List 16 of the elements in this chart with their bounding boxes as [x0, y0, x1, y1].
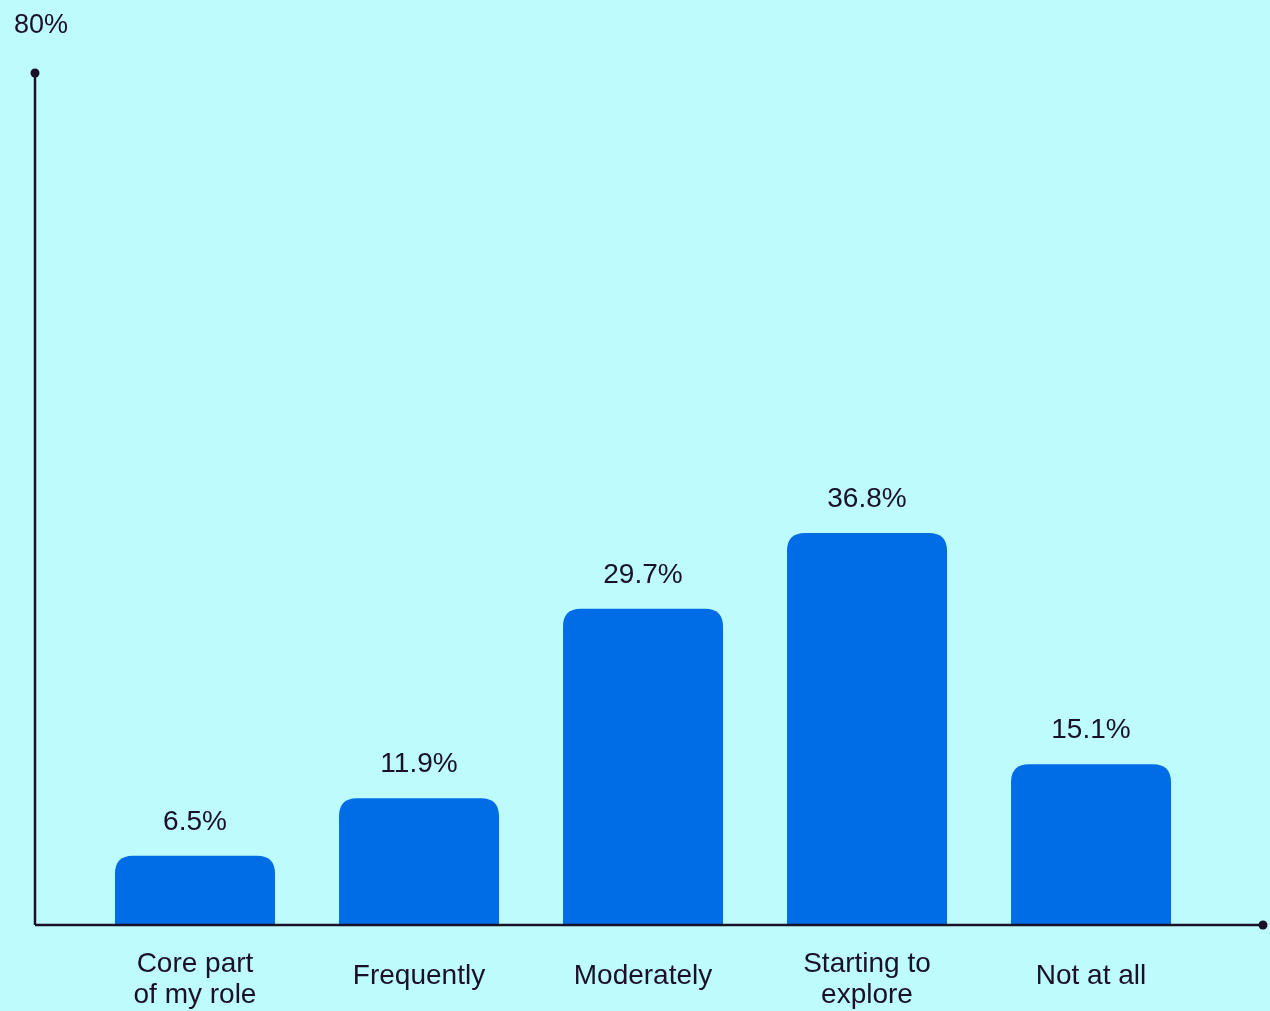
data-label: 6.5%	[163, 804, 227, 836]
data-label: 36.8%	[827, 482, 907, 514]
bar	[114, 855, 275, 925]
x-tick-label: Moderately	[573, 959, 713, 990]
x-tick-label: Frequently	[352, 959, 486, 990]
x-tick-label: Starting to explore	[803, 947, 931, 1009]
x-tick-label: Core part of my role	[133, 947, 257, 1009]
data-label: 15.1%	[1051, 713, 1131, 745]
bar	[338, 798, 499, 925]
bar	[1011, 764, 1172, 925]
data-label: 29.7%	[603, 557, 683, 589]
text: 80%	[13, 9, 69, 39]
bar	[787, 533, 948, 925]
bar	[563, 608, 723, 925]
data-label: 11.9%	[380, 747, 458, 779]
x-tick-label: Not at all	[1035, 959, 1147, 990]
